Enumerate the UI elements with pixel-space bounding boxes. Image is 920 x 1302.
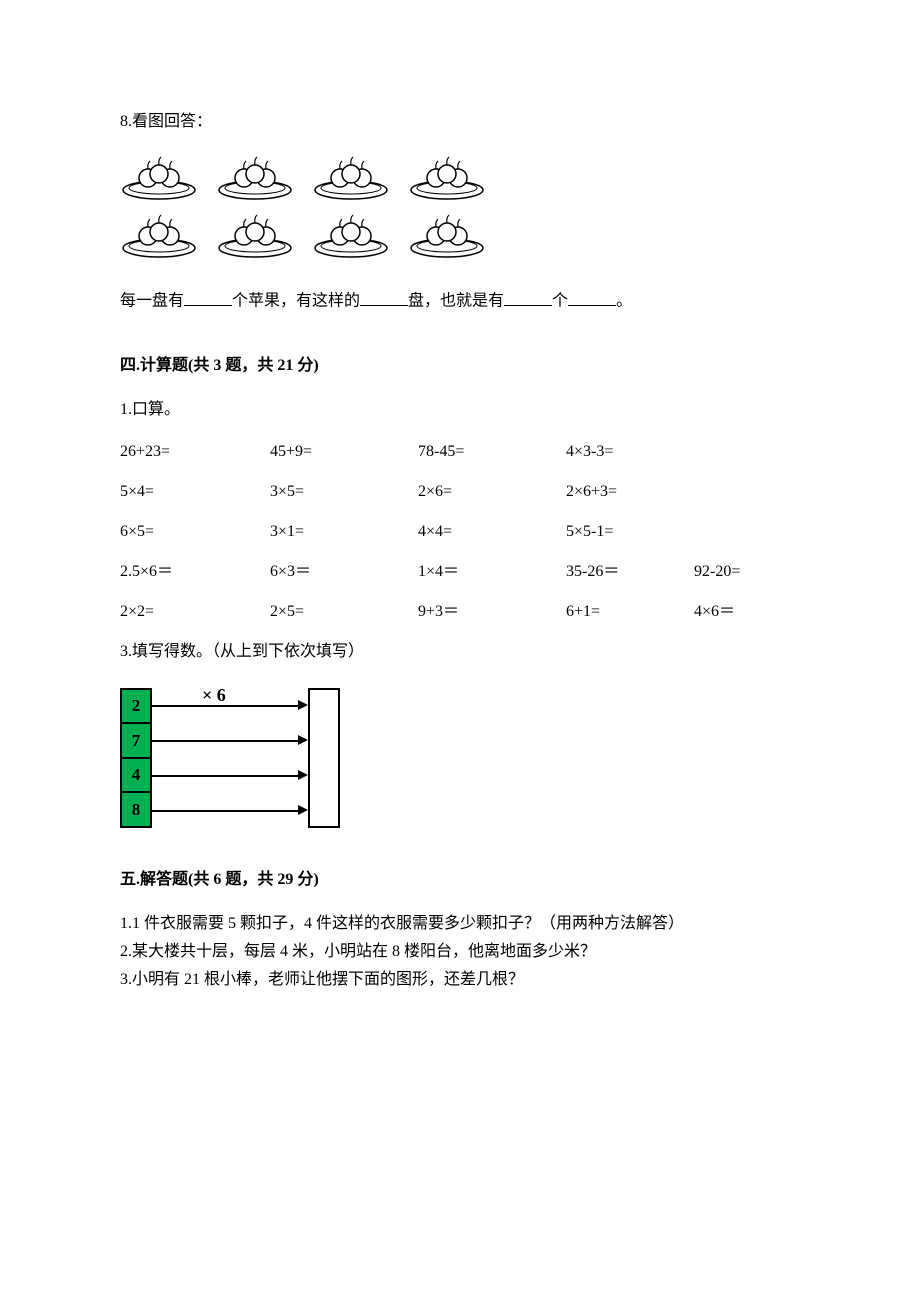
calc-cell: 6+1= [566, 600, 694, 624]
section4-q1-label: 1.口算。 [120, 398, 800, 422]
arrow-line [152, 740, 300, 742]
text: 。 [616, 293, 632, 310]
calc-row: 2.5×6＝ 6×3＝ 1×4＝ 35-26＝ 92-20= [120, 560, 800, 584]
arrow-figure: 2 7 4 8 × 6 [120, 688, 340, 828]
arrow-input: 4 [122, 757, 150, 792]
plate-icon [408, 210, 486, 258]
calc-row: 5×4= 3×5= 2×6= 2×6+3= [120, 480, 800, 504]
arrow-input-box: 2 7 4 8 [120, 688, 152, 828]
plates-figure [120, 152, 800, 258]
plate-icon [216, 210, 294, 258]
calc-cell: 35-26＝ [566, 560, 694, 584]
text: 个 [552, 293, 568, 310]
calc-cell [694, 440, 794, 464]
calc-cell: 4×6＝ [694, 600, 794, 624]
plate-icon [120, 210, 198, 258]
section5-title: 五.解答题(共 6 题，共 29 分) [120, 868, 800, 892]
calc-cell: 4×3-3= [566, 440, 694, 464]
arrow-head-icon [298, 735, 308, 745]
plate-icon [216, 152, 294, 200]
arrow-input: 8 [122, 791, 150, 826]
calc-cell: 45+9= [270, 440, 418, 464]
plate-icon [312, 152, 390, 200]
arrow-output-box[interactable] [308, 688, 340, 828]
plate-row [120, 210, 800, 258]
calc-cell: 9+3＝ [418, 600, 566, 624]
section5-item: 1.1 件衣服需要 5 颗扣子，4 件这样的衣服需要多少颗扣子？（用两种方法解答… [120, 912, 800, 936]
calc-cell [694, 480, 794, 504]
calc-cell: 4×4= [418, 520, 566, 544]
calc-cell: 3×5= [270, 480, 418, 504]
q8-label: 8.看图回答： [120, 110, 800, 134]
text: 每一盘有 [120, 293, 184, 310]
arrow-head-icon [298, 700, 308, 710]
arrow-head-icon [298, 805, 308, 815]
calc-row: 6×5= 3×1= 4×4= 5×5-1= [120, 520, 800, 544]
q8-fill-sentence: 每一盘有 个苹果，有这样的 盘，也就是有 个 。 [120, 288, 800, 314]
calc-grid: 26+23= 45+9= 78-45= 4×3-3= 5×4= 3×5= 2×6… [120, 440, 800, 624]
arrow-input: 7 [122, 722, 150, 757]
calc-cell: 2×6= [418, 480, 566, 504]
blank[interactable] [504, 288, 552, 306]
plate-icon [408, 152, 486, 200]
blank[interactable] [568, 288, 616, 306]
calc-cell: 2.5×6＝ [120, 560, 270, 584]
arrow-input: 2 [122, 690, 150, 723]
calc-cell: 6×5= [120, 520, 270, 544]
calc-cell [694, 520, 794, 544]
blank[interactable] [184, 288, 232, 306]
calc-cell: 78-45= [418, 440, 566, 464]
arrow-head-icon [298, 770, 308, 780]
calc-cell: 6×3＝ [270, 560, 418, 584]
section5-item: 2.某大楼共十层，每层 4 米，小明站在 8 楼阳台，他离地面多少米？ [120, 940, 800, 964]
calc-row: 26+23= 45+9= 78-45= 4×3-3= [120, 440, 800, 464]
calc-cell: 2×6+3= [566, 480, 694, 504]
plate-row [120, 152, 800, 200]
text: 个苹果，有这样的 [232, 293, 360, 310]
plate-icon [312, 210, 390, 258]
text: 盘，也就是有 [408, 293, 504, 310]
calc-cell: 1×4＝ [418, 560, 566, 584]
arrow-line [152, 705, 300, 707]
plate-icon [120, 152, 198, 200]
blank[interactable] [360, 288, 408, 306]
section5-items: 1.1 件衣服需要 5 颗扣子，4 件这样的衣服需要多少颗扣子？（用两种方法解答… [120, 912, 800, 992]
section5-item: 3.小明有 21 根小棒，老师让他摆下面的图形，还差几根？ [120, 968, 800, 992]
calc-cell: 92-20= [694, 560, 794, 584]
calc-cell: 5×4= [120, 480, 270, 504]
arrow-line [152, 810, 300, 812]
calc-cell: 2×5= [270, 600, 418, 624]
section4-title: 四.计算题(共 3 题，共 21 分) [120, 354, 800, 378]
calc-row: 2×2= 2×5= 9+3＝ 6+1= 4×6＝ [120, 600, 800, 624]
section4-q3-label: 3.填写得数。（从上到下依次填写） [120, 640, 800, 664]
arrow-line [152, 775, 300, 777]
calc-cell: 3×1= [270, 520, 418, 544]
calc-cell: 26+23= [120, 440, 270, 464]
calc-cell: 2×2= [120, 600, 270, 624]
calc-cell: 5×5-1= [566, 520, 694, 544]
